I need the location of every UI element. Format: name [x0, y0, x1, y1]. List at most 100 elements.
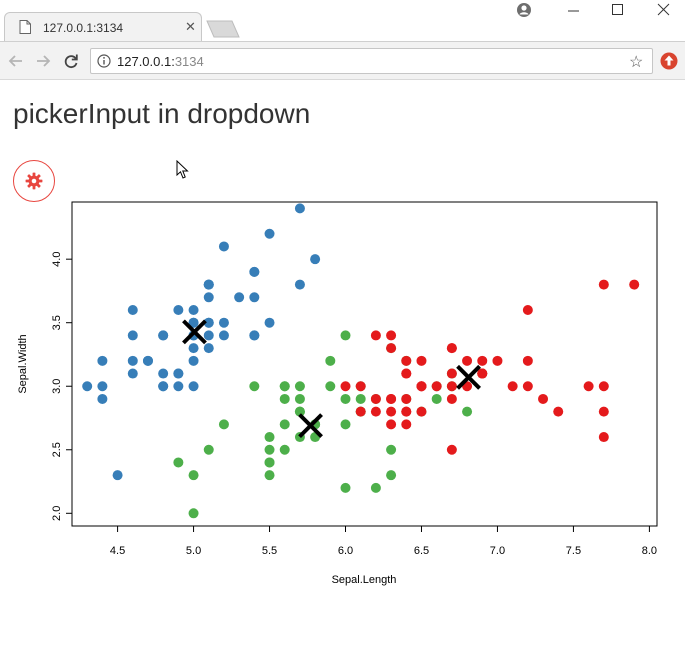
data-point [401, 368, 412, 379]
data-point [264, 470, 275, 481]
y-tick-label: 2.5 [51, 442, 63, 457]
data-point [386, 343, 397, 354]
cluster-centers [182, 319, 481, 439]
data-point [446, 444, 457, 455]
reload-icon[interactable] [61, 51, 81, 71]
data-point [203, 343, 214, 354]
tab-title: 127.0.0.1:3134 [43, 21, 124, 35]
data-point [249, 381, 260, 392]
x-tick-label: 4.5 [110, 545, 125, 557]
data-point [279, 444, 290, 455]
data-point [264, 444, 275, 455]
data-point [370, 393, 381, 404]
browser-tab[interactable]: 127.0.0.1:3134 ✕ [4, 12, 202, 42]
data-point [264, 457, 275, 468]
data-point [142, 355, 153, 366]
data-point [218, 317, 229, 328]
data-point [325, 381, 336, 392]
y-tick-label: 3.0 [51, 379, 63, 394]
data-point [340, 419, 351, 430]
dropdown-gear-button[interactable] [13, 160, 55, 202]
data-point [507, 381, 518, 392]
extension-icon[interactable] [660, 52, 678, 70]
data-point [522, 381, 533, 392]
data-point [522, 305, 533, 315]
maximize-icon[interactable] [610, 2, 626, 18]
browser-title-bar: 127.0.0.1:3134 ✕ [0, 0, 685, 42]
data-point [264, 432, 275, 443]
x-axis: 4.5 5.0 5.5 6.0 6.5 7.0 7.5 8.0 [110, 525, 657, 557]
data-point [416, 406, 427, 417]
data-point [188, 470, 199, 481]
new-tab-button[interactable] [206, 20, 240, 38]
data-point [264, 228, 275, 239]
data-point [598, 381, 609, 392]
data-point [97, 393, 108, 404]
page-title: pickerInput in dropdown [13, 98, 311, 129]
data-point [598, 406, 609, 417]
x-tick-label: 5.0 [186, 545, 201, 557]
data-point [355, 381, 366, 392]
tab-close-icon[interactable]: ✕ [185, 19, 196, 34]
data-point [188, 317, 199, 328]
data-point [173, 368, 184, 379]
data-point [127, 355, 138, 366]
data-point [82, 381, 93, 392]
y-tick-label: 4.0 [51, 252, 63, 267]
data-point [355, 393, 366, 404]
x-tick-label: 8.0 [642, 545, 657, 557]
data-point [158, 381, 169, 392]
data-point [416, 381, 427, 392]
data-point [294, 381, 305, 392]
plot-frame [71, 201, 658, 527]
data-point [249, 330, 260, 341]
data-point [431, 381, 442, 392]
data-point [401, 406, 412, 417]
y-axis: 2.0 2.5 3.0 3.5 4.0 [51, 252, 72, 521]
data-point [477, 355, 488, 366]
data-point [279, 419, 290, 430]
address-bar[interactable]: 127.0.0.1:3134 ☆ [90, 48, 653, 74]
data-point [203, 279, 214, 290]
data-point [370, 482, 381, 493]
data-point [158, 330, 169, 341]
data-point [355, 406, 366, 417]
data-point [310, 254, 321, 265]
data-points [82, 203, 640, 519]
data-point [203, 317, 214, 328]
minimize-icon[interactable] [566, 2, 582, 18]
star-icon[interactable]: ☆ [629, 54, 644, 71]
data-point [203, 292, 214, 303]
gear-icon [25, 172, 43, 190]
y-tick-label: 3.5 [51, 315, 63, 330]
info-icon[interactable] [97, 54, 111, 68]
browser-toolbar: 127.0.0.1:3134 ☆ [0, 41, 685, 80]
x-tick-label: 6.5 [414, 545, 429, 557]
x-axis-label: Sepal.Length [332, 574, 397, 586]
data-point [340, 381, 351, 392]
back-arrow-icon[interactable] [6, 51, 26, 71]
data-point [203, 330, 214, 341]
cluster-center-stroke [182, 319, 207, 345]
data-point [446, 393, 457, 404]
data-point [234, 292, 245, 303]
data-point [264, 317, 275, 328]
page-icon [19, 20, 31, 34]
cluster-center-marker [456, 364, 481, 390]
url-port: 3134 [174, 54, 204, 69]
data-point [294, 203, 305, 214]
data-point [218, 330, 229, 341]
data-point [218, 419, 229, 430]
mouse-cursor-icon [176, 160, 189, 179]
data-point [492, 355, 503, 366]
data-point [279, 381, 290, 392]
profile-icon[interactable] [516, 2, 532, 18]
forward-arrow-icon[interactable] [33, 51, 53, 71]
data-point [127, 368, 138, 379]
data-point [598, 279, 609, 290]
data-point [249, 266, 260, 277]
data-point [279, 393, 290, 404]
close-icon[interactable] [656, 2, 672, 18]
data-point [249, 292, 260, 303]
data-point [112, 470, 123, 481]
